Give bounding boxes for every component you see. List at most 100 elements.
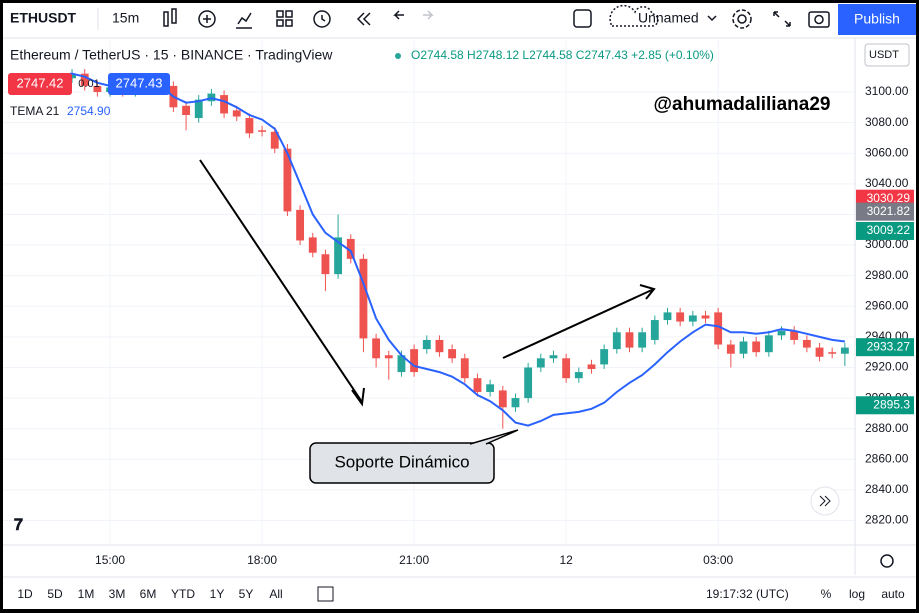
y-tick-label: 3080.00: [865, 115, 909, 129]
chart-body: [3, 40, 855, 545]
candle-body: [511, 398, 520, 408]
sell-price[interactable]: 2747.42: [17, 75, 64, 90]
buy-button[interactable]: [108, 73, 170, 95]
y-tick-label: 3040.00: [865, 176, 909, 190]
candle-body: [739, 341, 748, 354]
candle-body: [802, 339, 811, 348]
y-tick-label: 2880.00: [865, 421, 909, 435]
scale-option[interactable]: %: [821, 587, 832, 601]
range-button[interactable]: 1M: [78, 587, 95, 601]
callout-pointer: [469, 429, 519, 445]
price-tag-label: 3009.22: [867, 223, 911, 237]
candle-body: [93, 85, 102, 93]
candle-body: [752, 341, 761, 353]
candle-body: [486, 384, 495, 392]
candle-body: [220, 95, 229, 114]
candle-body: [384, 355, 393, 359]
range-button[interactable]: 5D: [47, 587, 63, 601]
range-button[interactable]: 1Y: [210, 587, 225, 601]
x-tick-label: 03:00: [703, 553, 733, 567]
candle-body: [359, 258, 368, 339]
watermark: @ahumadaliliana29: [654, 94, 831, 115]
arrows: [199, 159, 656, 407]
candle-body: [587, 364, 596, 370]
publish-button[interactable]: [838, 4, 916, 35]
y-tick-label: 3000.00: [865, 237, 909, 251]
price-tag-label: 3021.82: [867, 204, 911, 218]
range-button[interactable]: 3M: [109, 587, 126, 601]
candle-body: [460, 358, 469, 379]
candle-body: [372, 338, 381, 359]
price-tag-label: 2933.27: [867, 339, 911, 353]
candle-body: [334, 237, 343, 275]
y-tick-label: 3060.00: [865, 145, 909, 159]
x-tick-label: 21:00: [399, 553, 429, 567]
symbol[interactable]: ETHUSDT: [10, 10, 77, 26]
status-dot: [395, 53, 401, 59]
scroll-icon[interactable]: [819, 495, 831, 507]
candle-body: [245, 118, 254, 134]
range-button[interactable]: YTD: [171, 587, 195, 601]
candle-body: [764, 335, 773, 353]
candle-body: [815, 347, 824, 357]
legend-ohlc: O2744.58 H2748.12 L2744.58 C2747.43 +2.8…: [411, 48, 714, 62]
range-button[interactable]: 1D: [17, 587, 33, 601]
candle-body: [283, 148, 292, 212]
candle-body: [828, 352, 837, 354]
candle-body: [80, 73, 89, 86]
y-tick-label: 2980.00: [865, 268, 909, 282]
candle-body: [498, 390, 507, 408]
candle-body: [600, 349, 609, 365]
bottom-toolbar: 1D 5D 1M 3M 6M YTD 1Y 5Y All% log auto: [17, 587, 905, 601]
candle-body: [777, 330, 786, 336]
callout-text: Soporte Dinámico: [334, 452, 469, 471]
tv-logo[interactable]: 𝟕: [14, 517, 23, 534]
price-tag: [856, 396, 914, 415]
candle-body: [549, 355, 558, 359]
candle-body: [68, 73, 76, 79]
candle-body: [676, 312, 685, 322]
scale-option[interactable]: log: [849, 587, 865, 601]
layout-name[interactable]: Unnamed: [638, 10, 699, 26]
candle-body: [562, 358, 571, 379]
sell-button[interactable]: [8, 73, 72, 95]
toolbar-icons[interactable]: [163, 4, 830, 29]
y-tick-label: 2840.00: [865, 482, 909, 496]
x-tick-label: 15:00: [95, 553, 125, 567]
indicator-value: 2754.90: [67, 104, 111, 118]
goto-icon[interactable]: [317, 586, 334, 602]
interval[interactable]: 15m: [112, 10, 139, 26]
range-button[interactable]: 5Y: [239, 587, 254, 601]
settings-icon[interactable]: [880, 554, 894, 568]
candle-body: [625, 332, 634, 348]
candle-body: [473, 378, 482, 392]
candle-body: [321, 254, 330, 275]
candle-body: [638, 332, 647, 348]
y-tick-label: 2820.00: [865, 513, 909, 527]
range-button[interactable]: All: [269, 587, 282, 601]
candle-body: [790, 330, 799, 340]
range-button[interactable]: 6M: [140, 587, 157, 601]
price-tag: [856, 221, 914, 240]
candle-body: [714, 312, 723, 345]
currency-button[interactable]: [864, 43, 910, 67]
candle-body: [688, 315, 697, 322]
candle-body: [422, 339, 431, 350]
buy-price[interactable]: 2747.43: [116, 75, 163, 90]
callout-box: [309, 442, 495, 484]
candle-body: [650, 320, 659, 340]
price-tag-label: 3030.29: [867, 191, 911, 205]
indicator-name: TEMA 21: [10, 104, 60, 118]
y-tick-label: 2960.00: [865, 298, 909, 312]
publish-label[interactable]: Publish: [854, 11, 900, 27]
candle-body: [524, 367, 533, 399]
scale-option[interactable]: auto: [881, 587, 905, 601]
candle-body: [182, 105, 190, 115]
price-tag: [856, 202, 914, 221]
candle-body: [308, 237, 317, 253]
currency[interactable]: USDT: [869, 49, 899, 61]
candle-body: [574, 372, 583, 379]
